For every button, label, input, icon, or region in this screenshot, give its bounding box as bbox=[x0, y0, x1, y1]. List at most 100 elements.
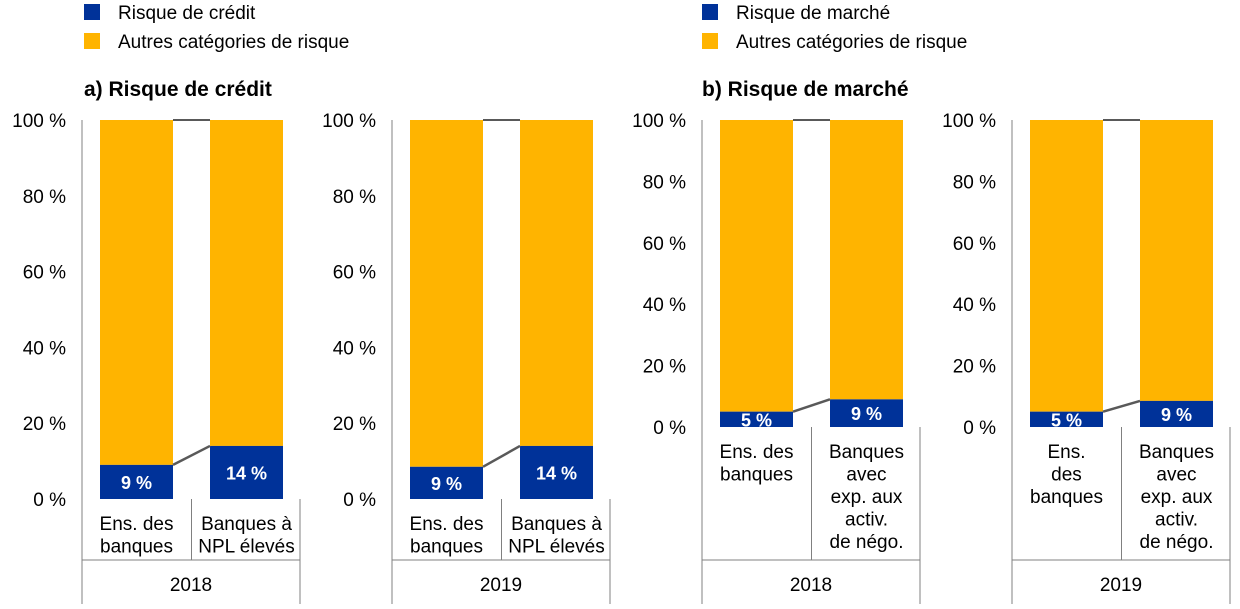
bar-primary-risk bbox=[210, 445, 283, 499]
category-label-line: NPL élevés bbox=[198, 537, 294, 558]
y-tick-label: 60 % bbox=[23, 263, 66, 284]
connector-primary bbox=[792, 398, 831, 413]
category-label-line: activ. bbox=[1155, 510, 1198, 531]
y-tick-label: 20 % bbox=[333, 414, 376, 435]
legend-panel-a: Risque de crédit Autres catégories de ri… bbox=[84, 3, 349, 53]
connector-primary bbox=[482, 444, 521, 468]
bar-primary-risk bbox=[520, 445, 593, 499]
y-tick-label: 100 % bbox=[12, 111, 66, 132]
bar-primary-risk bbox=[100, 464, 173, 499]
y-tick-label: 80 % bbox=[953, 172, 996, 193]
bar-other-risk bbox=[1140, 120, 1213, 401]
category-label: Banques à NPL élevés bbox=[198, 514, 294, 558]
y-tick-label: 40 % bbox=[333, 338, 376, 359]
category-label-line: Ens. des bbox=[410, 514, 484, 535]
category-label: Banques avec exp. aux activ. de négo. bbox=[829, 442, 904, 553]
legend-label-other-risk-b: Autres catégories de risque bbox=[736, 32, 967, 53]
group-year-label: 2019 bbox=[1100, 575, 1142, 596]
bar-data-label: 14 % bbox=[536, 463, 577, 483]
chart-plots: 0 %20 %40 %60 %80 %100 %9 % 14 %Ens. des b… bbox=[12, 111, 1231, 604]
category-label-line: exp. aux bbox=[831, 487, 903, 508]
legend-label-credit-risk: Risque de crédit bbox=[118, 3, 256, 24]
category-label-line: banques bbox=[720, 465, 793, 486]
bar-other-risk bbox=[410, 120, 483, 467]
category-label-line: banques bbox=[410, 537, 483, 558]
legend-swatch-market-risk bbox=[702, 4, 718, 20]
panel-title-b: b) Risque de marché bbox=[702, 78, 909, 101]
category-label: Ens. des banques bbox=[720, 442, 794, 486]
connector-primary bbox=[1102, 399, 1141, 413]
y-tick-label: 100 % bbox=[322, 111, 376, 132]
bar-other-risk bbox=[520, 120, 593, 446]
y-tick-label: 0 % bbox=[33, 490, 66, 511]
chart-a-2019: 0 % 20 % 40 % 60 % 80 % 100 % 9 % 14 % Ens. des b… bbox=[322, 111, 611, 604]
y-tick-label: 0 % bbox=[343, 490, 376, 511]
y-tick-label: 20 % bbox=[23, 414, 66, 435]
y-tick-label: 100 % bbox=[942, 111, 996, 132]
category-label-line: Ens. des bbox=[720, 442, 794, 463]
category-label-line: Banques bbox=[829, 442, 904, 463]
bar-primary-risk bbox=[410, 466, 483, 499]
bar-other-risk bbox=[100, 120, 173, 465]
connector-primary bbox=[172, 444, 211, 467]
group-year-label: 2018 bbox=[170, 575, 212, 596]
bar-data-label: 14 % bbox=[226, 463, 267, 483]
legend-panel-b: Risque de marché Autres catégories de ri… bbox=[702, 3, 967, 53]
bar-primary-risk bbox=[1140, 400, 1213, 427]
category-label-line: NPL élevés bbox=[508, 537, 604, 558]
bar-data-label: 9 % bbox=[121, 473, 152, 493]
bar-data-label: 9 % bbox=[1161, 405, 1192, 425]
chart-b-2018: 0 % 20 % 40 % 60 % 80 % 100 % 5 % 9 % Ens. des ba… bbox=[632, 111, 921, 604]
legend-label-market-risk: Risque de marché bbox=[736, 3, 890, 24]
bar-primary-risk bbox=[830, 399, 903, 427]
y-tick-label: 40 % bbox=[23, 338, 66, 359]
bar-data-label: 9 % bbox=[431, 474, 462, 494]
legend-swatch-other-risk bbox=[84, 33, 100, 49]
category-label-line: de négo. bbox=[1140, 532, 1214, 553]
bar-primary-risk bbox=[1030, 411, 1103, 427]
category-label-line: des bbox=[1051, 465, 1082, 486]
y-tick-label: 60 % bbox=[643, 234, 686, 255]
y-tick-label: 80 % bbox=[333, 187, 376, 208]
bar-other-risk bbox=[1030, 120, 1103, 412]
category-label: Ens. des banques bbox=[1030, 442, 1103, 508]
legend-swatch-other-risk-b bbox=[702, 33, 718, 49]
category-label-line: Banques bbox=[1139, 442, 1214, 463]
category-label: Banques à NPL élevés bbox=[508, 514, 604, 558]
category-label: Ens. des banques bbox=[410, 514, 484, 558]
category-label-line: Ens. des bbox=[100, 514, 174, 535]
group-year-label: 2018 bbox=[790, 575, 832, 596]
y-tick-label: 0 % bbox=[963, 418, 996, 439]
y-tick-label: 20 % bbox=[953, 357, 996, 378]
category-label-line: avec bbox=[1156, 465, 1196, 486]
category-label-line: Banques à bbox=[201, 514, 292, 535]
category-label: Ens. des banques bbox=[100, 514, 174, 558]
bar-other-risk bbox=[830, 120, 903, 400]
chart-a-2018: 0 % 20 % 40 % 60 % 80 % 100 % 9 % 14 % Ens. des b… bbox=[12, 111, 301, 604]
y-tick-label: 0 % bbox=[653, 418, 686, 439]
legend-swatch-credit-risk bbox=[84, 4, 100, 20]
bar-other-risk bbox=[720, 120, 793, 412]
y-tick-label: 80 % bbox=[643, 172, 686, 193]
category-label: Banques avec exp. aux activ. de négo. bbox=[1139, 442, 1214, 553]
y-tick-label: 60 % bbox=[333, 263, 376, 284]
y-tick-label: 100 % bbox=[632, 111, 686, 132]
category-label-line: banques bbox=[100, 537, 173, 558]
y-tick-label: 80 % bbox=[23, 187, 66, 208]
bar-other-risk bbox=[210, 120, 283, 446]
category-label-line: Banques à bbox=[511, 514, 602, 535]
chart-b-2019: 0 % 20 % 40 % 60 % 80 % 100 % 5 % 9 % Ens. des ban… bbox=[942, 111, 1231, 604]
bar-primary-risk bbox=[720, 411, 793, 427]
y-tick-label: 60 % bbox=[953, 234, 996, 255]
category-label-line: de négo. bbox=[830, 532, 904, 553]
category-label-line: Ens. bbox=[1047, 442, 1085, 463]
y-tick-label: 40 % bbox=[643, 295, 686, 316]
category-label-line: banques bbox=[1030, 487, 1103, 508]
bar-data-label: 9 % bbox=[851, 404, 882, 424]
y-tick-label: 40 % bbox=[953, 295, 996, 316]
y-tick-label: 20 % bbox=[643, 357, 686, 378]
bar-data-label: 5 % bbox=[741, 410, 772, 430]
legend-label-other-risk: Autres catégories de risque bbox=[118, 32, 349, 53]
category-label-line: activ. bbox=[845, 510, 888, 531]
